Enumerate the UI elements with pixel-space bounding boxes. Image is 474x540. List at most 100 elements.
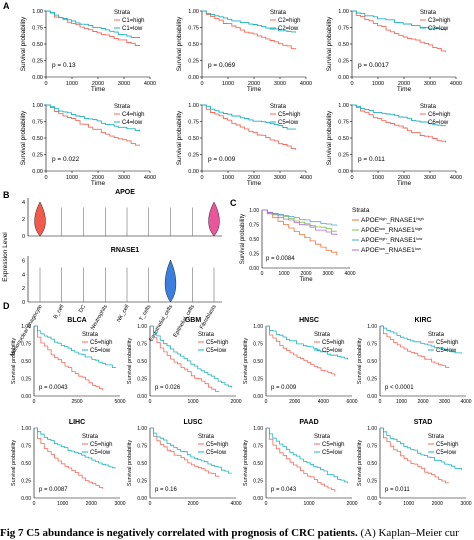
y-tick-label: 0.75 xyxy=(21,342,31,348)
legend-mid: _RNASE1 xyxy=(386,217,417,224)
x-tick-label: 1000 xyxy=(187,399,198,405)
y-tick-label: 0.50 xyxy=(367,461,377,467)
p-value: p = 0.009 xyxy=(208,156,236,163)
y-tick-label: 0.25 xyxy=(367,479,377,485)
km-curve-low xyxy=(46,104,141,132)
x-tick-label: 4000 xyxy=(318,399,329,405)
x-tick-label: 0 xyxy=(33,501,36,507)
km-curve-high xyxy=(352,104,447,143)
km-curve-low xyxy=(34,427,116,469)
caption-bold: Fig 7 C5 abundance is negatively correla… xyxy=(0,527,358,539)
x-tick-label: 2000 xyxy=(86,501,97,507)
y-tick-label: 1.00 xyxy=(367,324,377,330)
y-tick-label: 4 xyxy=(22,200,25,206)
legend-title: Strata xyxy=(82,434,99,440)
violin-panel: Expression LevelAPOE024RNASE10246Mononuc… xyxy=(2,189,222,358)
legend-title: Strata xyxy=(420,104,437,110)
x-tick-label: 0 xyxy=(44,81,47,87)
y-axis-label: Expression Level xyxy=(2,232,9,282)
x-tick-label: 1000 xyxy=(303,501,314,507)
x-tick-label: 3000 xyxy=(114,501,125,507)
legend-label-high: C6=high xyxy=(428,112,451,118)
x-tick-label: 3000 xyxy=(118,175,130,181)
km-plot-a-5: Survival probability 0.00 0.25 0.50 0.75 1.00… xyxy=(176,103,312,187)
x-axis-label: Time xyxy=(299,277,313,283)
y-tick-label: 1.00 xyxy=(253,324,263,330)
cancer-title: LIHC xyxy=(69,419,85,426)
y-tick-label: 0.00 xyxy=(137,394,147,400)
km-curve xyxy=(262,209,338,256)
p-value: p = 0.011 xyxy=(385,487,410,493)
y-tick-label: 2 xyxy=(22,217,25,223)
y-tick-label: 0.25 xyxy=(253,479,263,485)
y-axis-label: Survival probability xyxy=(20,16,27,71)
legend-sup: high xyxy=(379,216,387,221)
km-plot-d-3: HNSC Survival probability 0.00 0.25 0.50 0.75… xyxy=(243,317,358,405)
km-curve-high xyxy=(34,325,104,391)
y-tick-label: 0.75 xyxy=(188,120,199,126)
y-tick-label: 1.00 xyxy=(32,9,43,15)
x-tick-label: 2000 xyxy=(230,399,241,405)
y-tick-label: 0.25 xyxy=(253,377,263,383)
legend-label-low: C5=low xyxy=(436,348,457,354)
legend-label-high: C5=high xyxy=(278,112,301,118)
km-plot-d-5: LIHC Survival probability 0.00 0.25 0.50 0.75… xyxy=(11,419,126,507)
y-tick-label: 0 xyxy=(22,300,25,306)
y-tick-label: 0.50 xyxy=(137,359,147,365)
p-value: p = 0.069 xyxy=(208,62,236,69)
y-tick-label: 0.50 xyxy=(21,461,31,467)
legend-label-low: C5=low xyxy=(322,348,343,354)
km-curve-low xyxy=(150,427,232,474)
legend-label-low: C5=low xyxy=(278,120,299,126)
legend-main: APOE xyxy=(361,247,380,254)
y-tick-label: 4 xyxy=(22,272,25,278)
km-plot-d-6: LUSC Survival probability 0.00 0.25 0.50 0.75… xyxy=(127,419,242,507)
y-tick-label: 1.00 xyxy=(21,426,31,432)
legend-sup: high xyxy=(415,226,423,231)
y-axis-label: Survival probability xyxy=(11,338,17,384)
x-tick-label: 0 xyxy=(149,501,152,507)
panel-label-b: B xyxy=(3,190,10,200)
y-tick-label: 0.50 xyxy=(32,42,43,48)
y-axis-label: Survival probability xyxy=(243,338,249,384)
y-tick-label: 0.25 xyxy=(137,479,147,485)
x-tick-label: 2000 xyxy=(417,399,428,405)
celltype-label: DC xyxy=(78,304,87,314)
x-tick-label: 4000 xyxy=(300,81,312,87)
x-tick-label: 3000 xyxy=(460,501,471,507)
cancer-title: BLCA xyxy=(67,317,86,324)
y-tick-label: 0.75 xyxy=(253,444,263,450)
y-tick-label: 0.50 xyxy=(21,359,31,365)
km-curve-low xyxy=(34,325,117,368)
cancer-title: PAAD xyxy=(299,419,318,426)
km-curve-low xyxy=(150,325,233,388)
km-plot-d-7: PAAD Survival probability 0.00 0.25 0.50 0.75… xyxy=(243,419,358,507)
legend-title: Strata xyxy=(314,434,331,440)
celltype-label: NK_cell xyxy=(116,304,131,323)
y-tick-label: 0.00 xyxy=(188,75,199,81)
legend-title: Strata xyxy=(428,332,445,338)
cancer-title: GBM xyxy=(185,317,202,324)
y-tick-label: 0.00 xyxy=(253,496,263,502)
km-curve-high xyxy=(46,104,141,146)
y-tick-label: 1.00 xyxy=(32,103,43,109)
km-curve-low xyxy=(202,104,297,130)
gene-title: RNASE1 xyxy=(111,247,140,254)
y-tick-label: 0.50 xyxy=(338,136,349,142)
x-tick-label: 2000 xyxy=(92,175,104,181)
x-tick-label: 1000 xyxy=(372,175,384,181)
legend-sup: low xyxy=(416,236,422,241)
p-value: p = 0.13 xyxy=(52,62,76,69)
x-tick-label: 2000 xyxy=(289,399,300,405)
y-tick-label: 0.25 xyxy=(338,59,349,65)
km-curve-low xyxy=(380,325,463,354)
y-tick-label: 0.00 xyxy=(338,169,349,175)
p-value: p = 0.0043 xyxy=(39,385,68,391)
y-tick-label: 0.75 xyxy=(21,444,31,450)
y-tick-label: 0.25 xyxy=(32,59,43,65)
y-axis-label: Survival probability xyxy=(176,110,183,165)
y-tick-label: 1.00 xyxy=(137,324,147,330)
legend-label-high: C3=high xyxy=(428,18,451,24)
legend-sup: low xyxy=(415,246,421,251)
